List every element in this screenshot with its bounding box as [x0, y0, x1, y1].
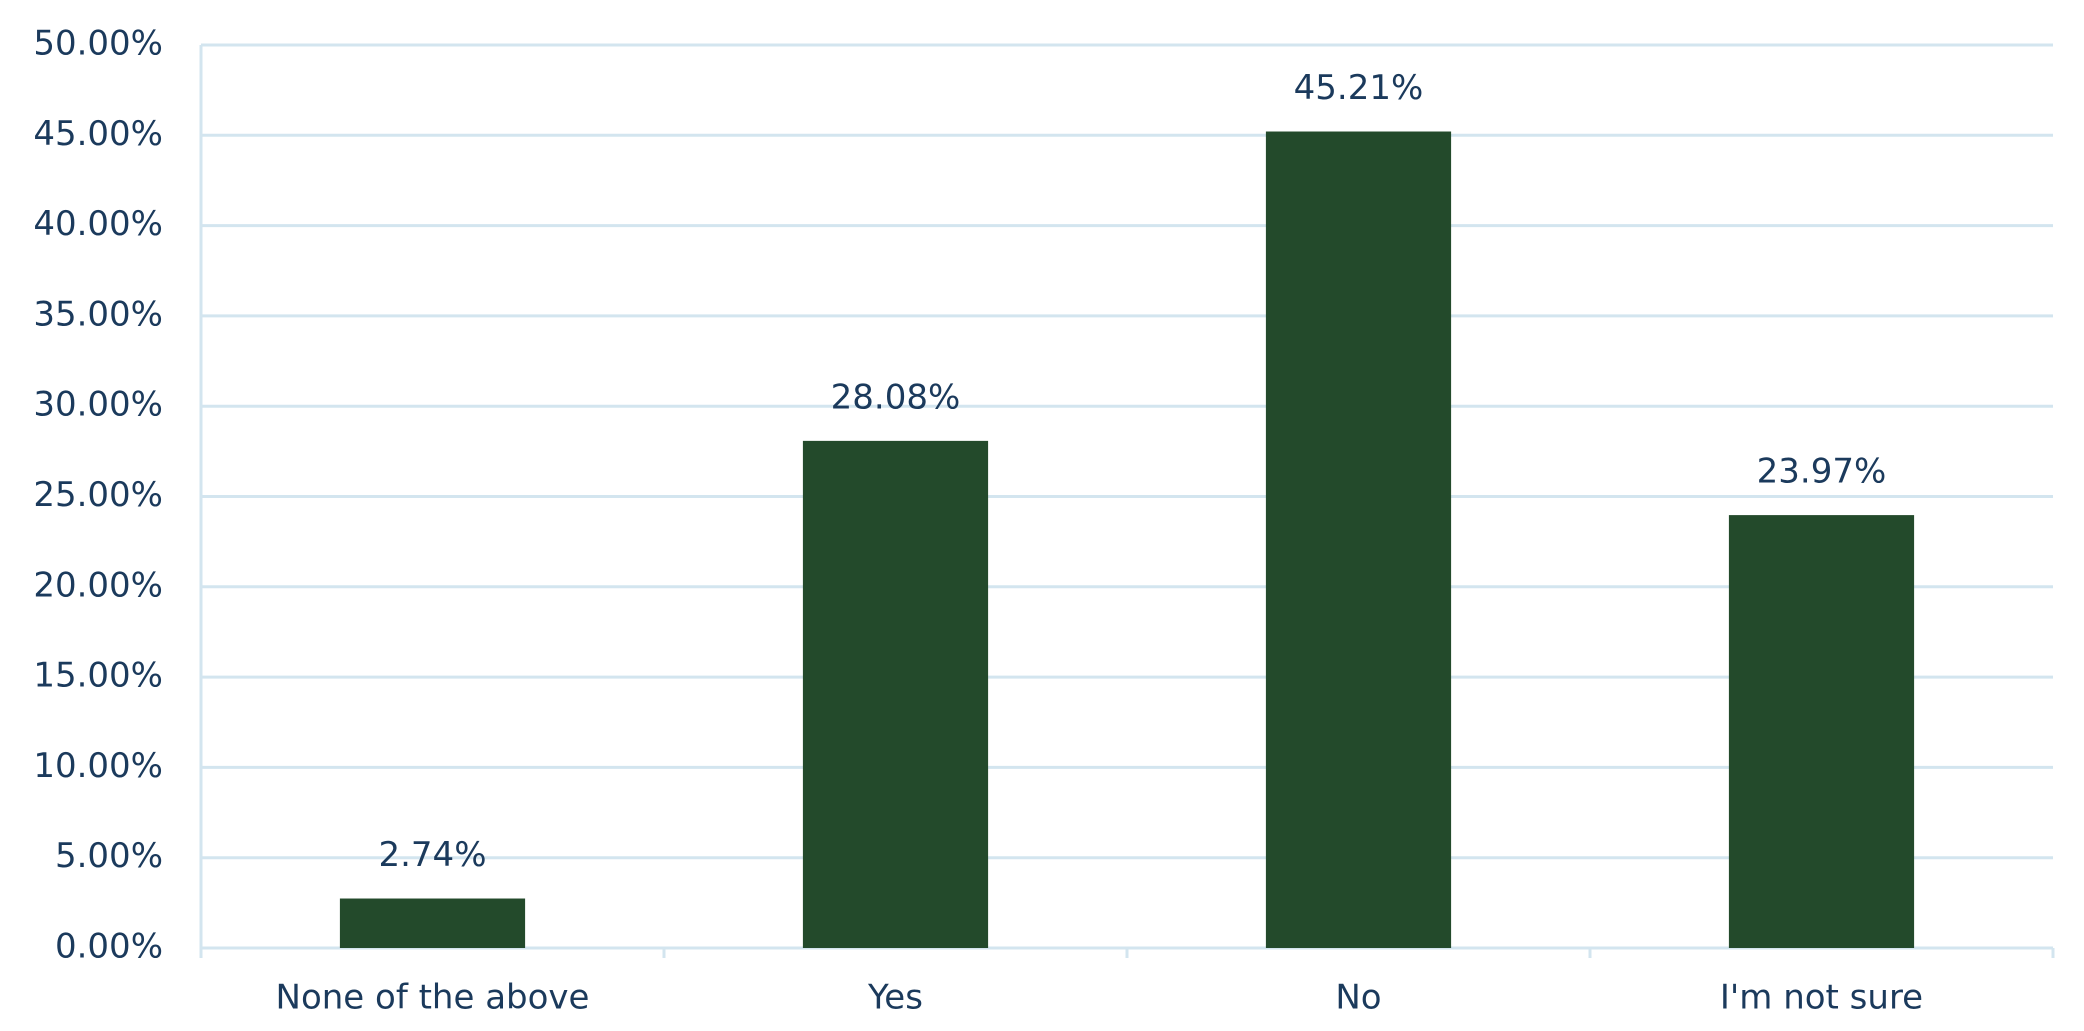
x-tick-label: No: [1335, 978, 1381, 1018]
y-tick-label: 10.00%: [33, 746, 163, 786]
data-label: 28.08%: [831, 377, 961, 417]
bar: [1265, 131, 1452, 949]
y-tick-label: 30.00%: [33, 385, 163, 425]
x-tick-label: I'm not sure: [1720, 978, 1923, 1018]
bar: [802, 440, 989, 948]
y-tick-label: 0.00%: [55, 927, 163, 967]
x-tick-label: None of the above: [276, 978, 590, 1018]
y-tick-label: 25.00%: [33, 475, 163, 515]
y-tick-label: 35.00%: [33, 294, 163, 334]
y-tick-label: 5.00%: [55, 836, 163, 876]
data-label: 45.21%: [1294, 68, 1424, 108]
x-tick-label: Yes: [867, 978, 923, 1018]
y-tick-label: 15.00%: [33, 656, 163, 696]
data-label: 23.97%: [1757, 452, 1887, 492]
y-tick-label: 45.00%: [33, 114, 163, 154]
bar: [339, 898, 526, 948]
y-tick-label: 20.00%: [33, 565, 163, 605]
y-tick-label: 50.00%: [33, 24, 163, 64]
y-tick-label: 40.00%: [33, 204, 163, 244]
data-label: 2.74%: [378, 835, 486, 875]
bar: [1728, 515, 1915, 948]
